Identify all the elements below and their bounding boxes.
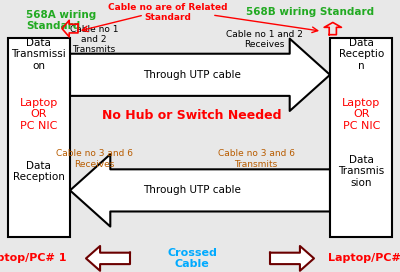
Text: Cable no 1
and 2
Transmits: Cable no 1 and 2 Transmits — [70, 24, 118, 54]
Polygon shape — [324, 23, 342, 35]
Text: Cable no 3 and 6
Receives: Cable no 3 and 6 Receives — [56, 149, 132, 169]
Text: Laptop
OR
PC NIC: Laptop OR PC NIC — [342, 98, 380, 131]
Polygon shape — [70, 39, 330, 111]
Polygon shape — [62, 20, 78, 37]
Text: Cable no 1 and 2
Receives: Cable no 1 and 2 Receives — [226, 30, 302, 49]
Text: Laptop/PC# 1: Laptop/PC# 1 — [0, 254, 66, 263]
Text: Crossed
Cable: Crossed Cable — [167, 248, 217, 269]
Text: Through UTP cable: Through UTP cable — [143, 70, 241, 80]
Polygon shape — [70, 154, 330, 227]
Polygon shape — [86, 246, 130, 271]
Text: Laptop
OR
PC NIC: Laptop OR PC NIC — [20, 98, 58, 131]
Text: Data
Transmis
sion: Data Transmis sion — [338, 155, 384, 188]
Text: Through UTP cable: Through UTP cable — [143, 186, 241, 195]
Text: No Hub or Switch Needed: No Hub or Switch Needed — [102, 109, 282, 122]
Text: Cable no 3 and 6
Transmits: Cable no 3 and 6 Transmits — [218, 149, 294, 169]
Polygon shape — [270, 246, 314, 271]
Text: 568B wiring Standard: 568B wiring Standard — [246, 7, 374, 17]
Text: Laptop/PC#2: Laptop/PC#2 — [328, 254, 400, 263]
Text: Data
Receptio
n: Data Receptio n — [338, 38, 384, 71]
Text: Data
Transmissi
on: Data Transmissi on — [12, 38, 66, 71]
Text: Data
Reception: Data Reception — [13, 160, 65, 182]
Bar — [330, 38, 392, 237]
Text: Cable no are of Related
Standard: Cable no are of Related Standard — [108, 3, 228, 22]
Text: 568A wiring
Standard: 568A wiring Standard — [26, 10, 96, 31]
Bar — [8, 38, 70, 237]
